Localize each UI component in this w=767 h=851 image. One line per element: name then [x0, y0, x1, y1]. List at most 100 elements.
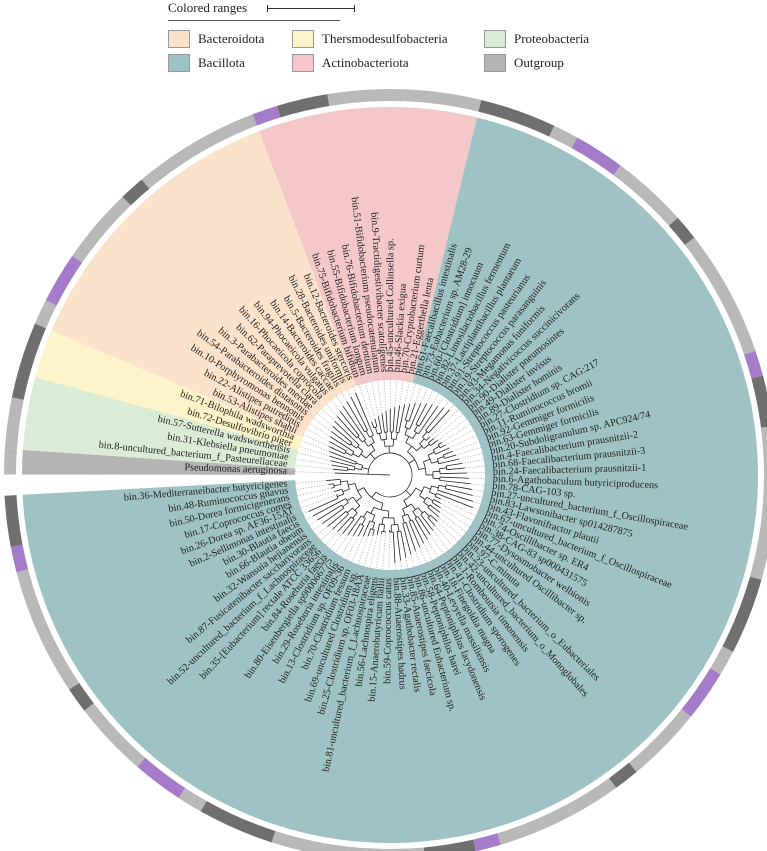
branch-line [407, 445, 412, 453]
leaf-guide-line [399, 379, 404, 406]
branch-line [360, 453, 367, 459]
leaf-guide-line [315, 526, 328, 537]
leaf-guide-line [400, 560, 403, 571]
leaf-guide-line [426, 389, 435, 404]
branch-line [371, 421, 375, 428]
branch-line [426, 496, 434, 502]
leaf-label: Pseudomonas aeruginosa [184, 462, 288, 477]
branch-arc [345, 511, 349, 515]
branch-line [423, 458, 431, 463]
ring-segment [34, 300, 57, 329]
branch-line [418, 467, 426, 470]
leaf-guide-line [471, 489, 485, 492]
ring-segment [751, 375, 767, 428]
ring-segment [404, 89, 431, 104]
leaf-guide-line [299, 494, 338, 509]
ring-segment [137, 757, 186, 798]
ring-segment [722, 576, 762, 652]
leaf-guide-line [311, 523, 323, 532]
leaf-guide-line [383, 379, 387, 412]
leaf-guide-line [377, 379, 383, 414]
branch-line [327, 510, 347, 527]
legend-item-thersmodesulfobacteria: Thersmodesulfobacteria [292, 30, 448, 48]
branch-arc [402, 503, 412, 510]
leaf-guide-line [449, 434, 478, 449]
leaf-guide-line [437, 395, 446, 407]
leaf-guide-line [472, 495, 484, 499]
leaf-guide-line [302, 511, 309, 515]
branch-line [398, 404, 406, 433]
leaf-guide-line [382, 531, 386, 571]
ring-segment [710, 646, 734, 675]
branch-line [346, 401, 366, 433]
tree-scale-bar [267, 5, 355, 12]
leaf-guide-line [351, 536, 364, 564]
leaf-guide-line [464, 465, 486, 469]
branch-line [330, 460, 356, 467]
branch-line [417, 507, 423, 514]
leaf-guide-line [440, 503, 474, 523]
ring-segment [712, 280, 756, 355]
ring-segment [72, 196, 131, 263]
branch-arc [361, 465, 364, 470]
leaf-guide-line [434, 525, 454, 547]
ring-segment [4, 495, 23, 548]
ring-segment [348, 846, 425, 851]
ring-segment [271, 830, 324, 851]
branch-line [432, 477, 440, 480]
outer-annotation-ring [4, 89, 767, 851]
ring-segment [252, 105, 281, 126]
branch-line [428, 409, 450, 434]
branch-line [405, 436, 410, 443]
leaf-guide-line [419, 546, 427, 564]
branch-line [322, 507, 344, 524]
leaf-guide-line [294, 464, 334, 470]
ring-segment [200, 800, 276, 843]
branch-line [334, 421, 360, 446]
branch-line [331, 464, 348, 469]
branch-line [345, 451, 352, 456]
branch-line [428, 438, 435, 444]
leaf-guide-line [300, 440, 330, 452]
branch-line [355, 392, 374, 436]
branch-line [418, 405, 439, 435]
branch-arc [360, 523, 364, 526]
leaf-guide-line [330, 399, 341, 412]
branch-line [340, 480, 348, 483]
leaf-guide-line [364, 382, 376, 420]
branch-line [395, 432, 398, 440]
branch-arc [366, 511, 375, 516]
branch-line [357, 436, 363, 443]
branch-line [329, 441, 347, 452]
leaf-guide-line [320, 529, 333, 542]
branch-line [374, 427, 378, 434]
branch-line [425, 407, 444, 431]
ring-segment [628, 709, 691, 772]
leaf-guide-line [431, 392, 440, 405]
branch-line [329, 451, 357, 463]
branch-line [332, 513, 349, 530]
branch-line [407, 514, 411, 521]
branch-arc [362, 439, 367, 443]
branch-line [379, 433, 382, 441]
branch-line [444, 454, 457, 459]
leaf-guide-line [358, 384, 373, 423]
legend-swatch-proteobacteria [484, 30, 506, 48]
branch-line [417, 516, 431, 535]
branch-line [424, 510, 430, 517]
branch-line [347, 468, 355, 471]
leaf-guide-line [308, 519, 318, 526]
leaf-guide-line [325, 403, 338, 417]
leaf-guide-line [452, 440, 480, 452]
leaf-guide-line [439, 511, 467, 533]
branch-line [381, 413, 385, 433]
leaf-label: bin.24-Faecalibacterium prausnitzii-1 [493, 463, 647, 478]
ring-segment [43, 639, 80, 690]
leaf-guide-lines [294, 378, 486, 571]
branch-arc [352, 507, 358, 514]
branch-line [429, 504, 440, 513]
leaf-guide-line [309, 422, 331, 437]
branch-arc [339, 479, 342, 485]
legend-label: Proteobacteria [514, 31, 590, 46]
branch-arc [349, 442, 353, 446]
